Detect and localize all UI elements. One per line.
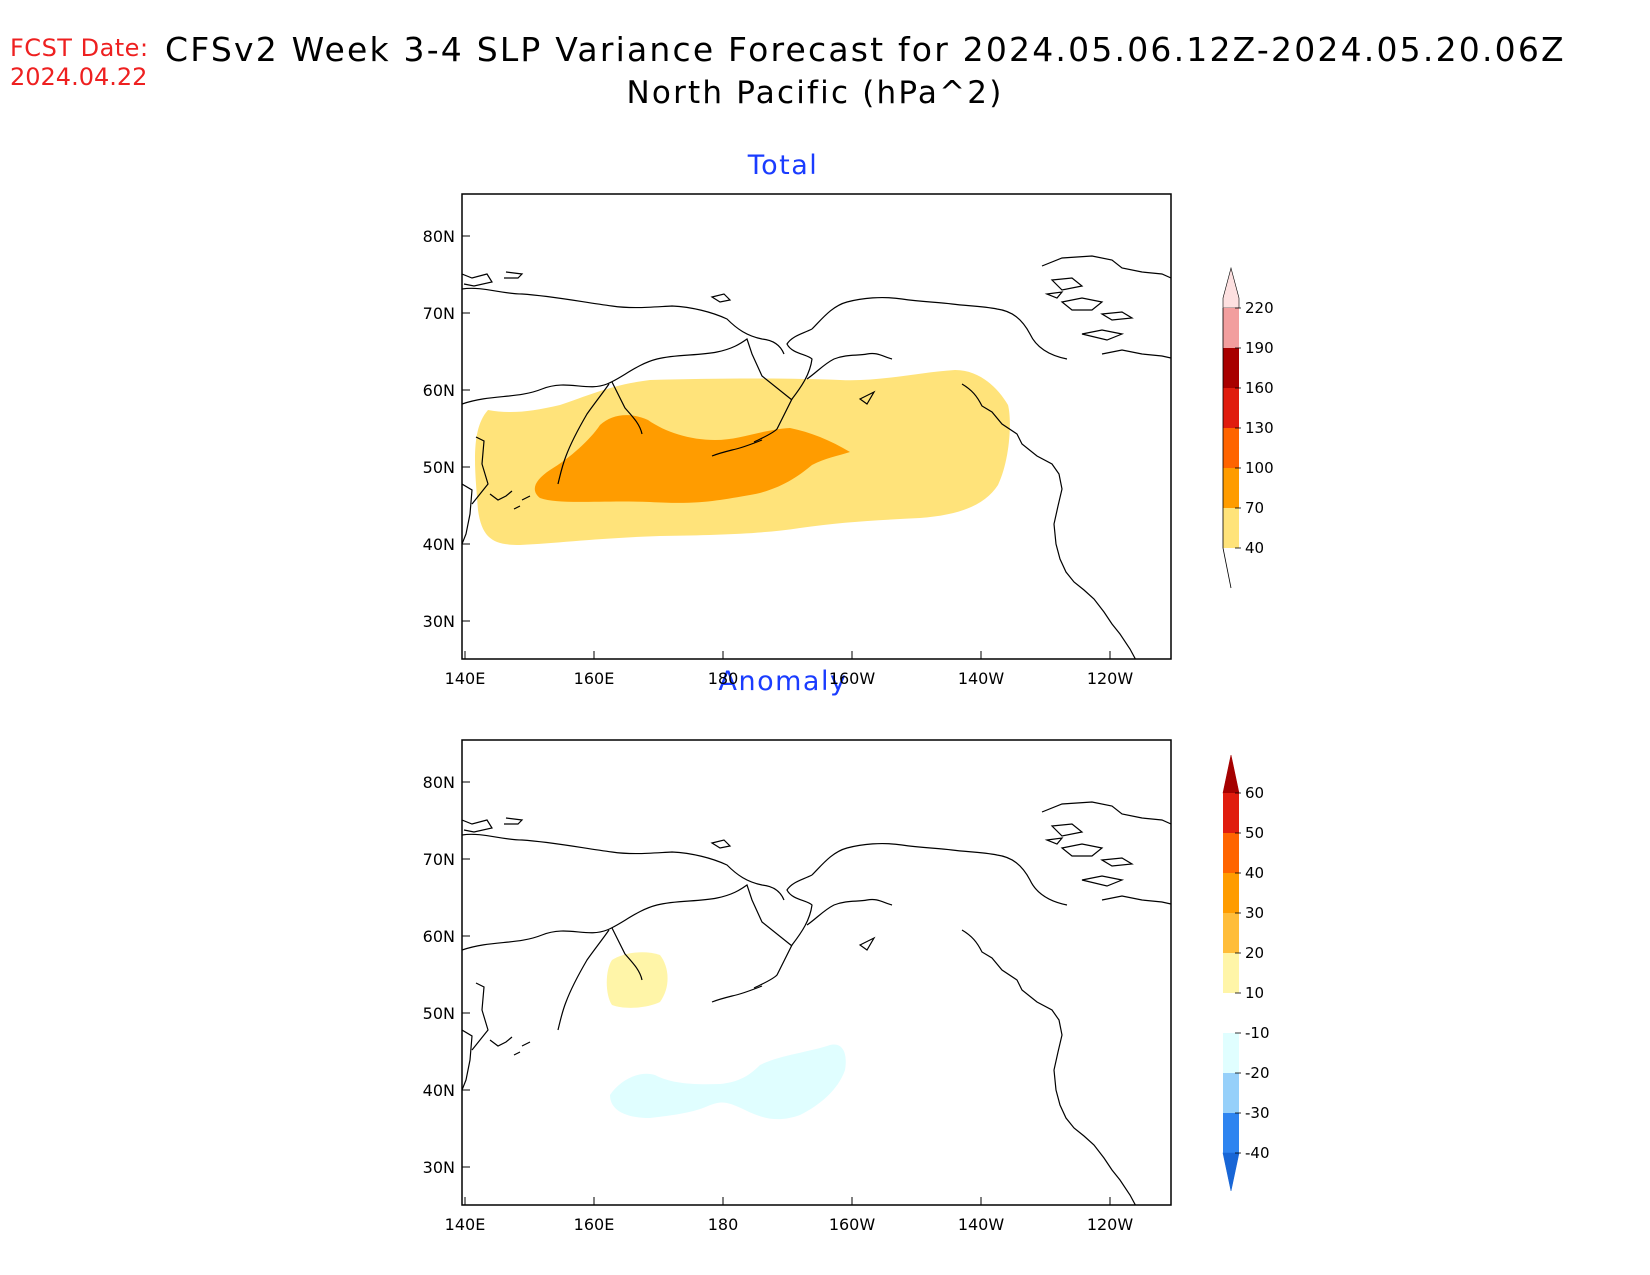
coastline-anomaly (462, 801, 1171, 1205)
map-panel-anomaly (461, 739, 1172, 1206)
lat-label: 40N (423, 1081, 455, 1100)
colorbar-label: 60 (1245, 784, 1264, 802)
lat-label: 60N (423, 927, 455, 946)
lat-label: 50N (423, 458, 455, 477)
colorbar-label: -20 (1245, 1064, 1270, 1082)
colorbar-label: 160 (1245, 379, 1274, 397)
colorbar-label: -10 (1245, 1024, 1270, 1042)
lon-label: 140E (445, 669, 486, 688)
colorbar-swatch (1223, 388, 1239, 428)
colorbar-label: 220 (1245, 299, 1274, 317)
lat-label: 60N (423, 381, 455, 400)
colorbar-swatch (1223, 1033, 1239, 1073)
panel-title-total: Total (747, 150, 819, 181)
colorbar-outline (1222, 308, 1232, 589)
colorbar-label: 20 (1245, 944, 1264, 962)
lon-label: 160W (829, 1215, 876, 1234)
lon-label: 140W (958, 669, 1005, 688)
contour-anomaly-pos (606, 952, 668, 1008)
colorbar-cap (1222, 266, 1240, 309)
colorbar-swatch (1223, 873, 1239, 913)
lon-label: 160E (574, 1215, 615, 1234)
colorbar-label: -30 (1245, 1104, 1270, 1122)
colorbar-label: -40 (1245, 1144, 1270, 1162)
lon-label: 160E (574, 669, 615, 688)
colorbar-swatch (1223, 308, 1239, 348)
lat-label: 30N (423, 1158, 455, 1177)
colorbar-anomaly: 60 50 40 30 20 10 -10 -20 -30 -40 (1222, 754, 1270, 1192)
map-frame-anomaly (461, 739, 1172, 1206)
page-title: CFSv2 Week 3-4 SLP Variance Forecast for… (165, 30, 1566, 69)
colorbar-swatch (1223, 913, 1239, 953)
contour-anomaly-neg (610, 1044, 846, 1120)
colorbar-swatch (1223, 428, 1239, 468)
lon-label: 180 (708, 1215, 739, 1234)
lat-label: 80N (423, 773, 455, 792)
colorbar-label: 30 (1245, 904, 1264, 922)
lat-label: 70N (423, 304, 455, 323)
colorbar-swatch (1223, 468, 1239, 508)
colorbar-swatch (1223, 1113, 1239, 1153)
lon-label: 120W (1087, 1215, 1134, 1234)
colorbar-label: 50 (1245, 824, 1264, 842)
lat-label: 80N (423, 227, 455, 246)
colorbar-label: 130 (1245, 419, 1274, 437)
colorbar-swatch (1223, 993, 1239, 1033)
colorbar-swatch (1223, 508, 1239, 548)
lat-label: 70N (423, 850, 455, 869)
fcst-date-label: FCST Date: (10, 34, 149, 62)
map-panel-total (461, 193, 1172, 660)
map-frame-total (461, 193, 1172, 660)
panel-title-anomaly: Anomaly (718, 666, 848, 697)
colorbar-label: 100 (1245, 459, 1274, 477)
colorbar-label: 40 (1245, 864, 1264, 882)
lat-label: 30N (423, 612, 455, 631)
colorbar-cap-top (1222, 754, 1240, 794)
colorbar-swatch (1223, 833, 1239, 873)
colorbar-label: 70 (1245, 499, 1264, 517)
colorbar-label: 40 (1245, 539, 1264, 557)
colorbar-swatch (1223, 348, 1239, 388)
forecast-date: FCST Date: 2024.04.22 (10, 34, 149, 92)
lat-label: 50N (423, 1004, 455, 1023)
colorbar-label: 190 (1245, 339, 1274, 357)
page-subtitle: North Pacific (hPa^2) (626, 75, 1004, 111)
fcst-date-value: 2024.04.22 (10, 63, 148, 91)
lon-label: 160W (829, 669, 876, 688)
colorbar-cap-bottom (1222, 1152, 1240, 1192)
colorbar-swatch (1223, 793, 1239, 833)
colorbar-total: 220 190 160 130 100 70 40 (1222, 266, 1274, 589)
colorbar-label: 10 (1245, 984, 1264, 1002)
colorbar-swatch (1223, 953, 1239, 993)
axis-labels: 80N 70N 60N 50N 40N 30N 140E 160E 180 160W 140W 120… (423, 227, 1134, 1234)
lon-label: 140E (445, 1215, 486, 1234)
lon-label: 120W (1087, 669, 1134, 688)
colorbar-swatch (1223, 1073, 1239, 1113)
lat-label: 40N (423, 535, 455, 554)
lon-label: 180 (708, 669, 739, 688)
lon-label: 140W (958, 1215, 1005, 1234)
contour-total-70-100 (534, 415, 850, 503)
